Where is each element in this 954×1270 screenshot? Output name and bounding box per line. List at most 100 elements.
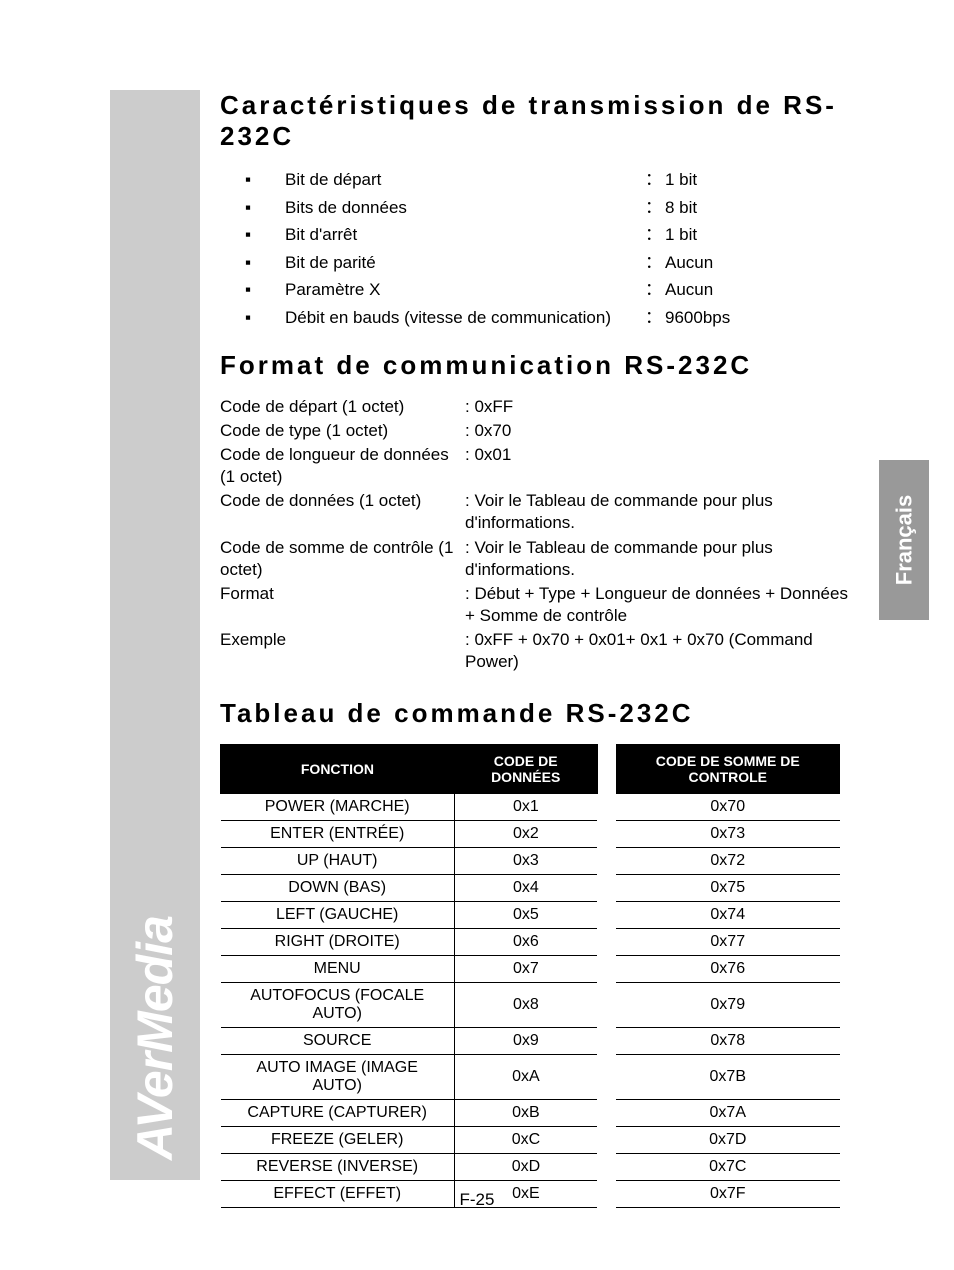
spec-value: Aucun	[665, 250, 860, 276]
format-value: : Voir le Tableau de commande pour plus …	[465, 537, 860, 581]
cell-checksum: 0x70	[616, 794, 840, 821]
table-header-function: FONCTION	[221, 745, 455, 794]
spec-sep: ：	[645, 305, 665, 331]
spec-label: Bits de données	[285, 195, 645, 221]
table-row: CAPTURE (CAPTURER)0xB0x7A	[221, 1100, 840, 1127]
spec-row: ▪Débit en bauds (vitesse de communicatio…	[220, 305, 860, 331]
cell-function: AUTOFOCUS (FOCALE AUTO)	[221, 983, 455, 1028]
cell-checksum: 0x76	[616, 956, 840, 983]
cell-checksum: 0x79	[616, 983, 840, 1028]
cell-checksum: 0x7B	[616, 1055, 840, 1100]
cell-datacode: 0xB	[454, 1100, 597, 1127]
cell-datacode: 0xC	[454, 1127, 597, 1154]
spec-row: ▪Bit de parité：Aucun	[220, 250, 860, 276]
spec-value: 8 bit	[665, 195, 860, 221]
table-row: DOWN (BAS)0x4 0x75	[221, 875, 840, 902]
format-value: : Début + Type + Longueur de données + D…	[465, 583, 860, 627]
section3-title: Tableau de commande RS-232C	[220, 698, 860, 729]
cell-checksum: 0x72	[616, 848, 840, 875]
format-row: Code de longueur de données (1 octet): 0…	[220, 444, 860, 488]
command-table: FONCTION CODE DE DONNÉES CODE DE SOMME D…	[220, 744, 840, 1208]
spec-sep: ：	[645, 167, 665, 193]
cell-gap	[597, 848, 616, 875]
cell-datacode: 0xD	[454, 1154, 597, 1181]
cell-datacode: 0x3	[454, 848, 597, 875]
cell-function: RIGHT (DROITE)	[221, 929, 455, 956]
spec-sep: ：	[645, 195, 665, 221]
format-label: Code de données (1 octet)	[220, 490, 465, 534]
cell-datacode: 0x4	[454, 875, 597, 902]
language-tab-label: Français	[891, 495, 917, 586]
table-row: SOURCE0x9 0x78	[221, 1028, 840, 1055]
spec-row: ▪Bit d'arrêt：1 bit	[220, 222, 860, 248]
cell-checksum: 0x75	[616, 875, 840, 902]
format-value: : Voir le Tableau de commande pour plus …	[465, 490, 860, 534]
format-value: : 0xFF	[465, 396, 860, 418]
language-tab: Français	[879, 460, 929, 620]
cell-gap	[597, 1028, 616, 1055]
table-row: UP (HAUT)0x3 0x72	[221, 848, 840, 875]
cell-gap	[597, 794, 616, 821]
spec-label: Débit en bauds (vitesse de communication…	[285, 305, 645, 331]
cell-checksum: 0x74	[616, 902, 840, 929]
page-number: F-25	[0, 1190, 954, 1210]
bullet-icon: ▪	[220, 305, 285, 331]
bullet-icon: ▪	[220, 250, 285, 276]
cell-function: FREEZE (GELER)	[221, 1127, 455, 1154]
format-row: Code de type (1 octet): 0x70	[220, 420, 860, 442]
cell-gap	[597, 902, 616, 929]
spec-value: Aucun	[665, 277, 860, 303]
spec-label: Bit d'arrêt	[285, 222, 645, 248]
cell-gap	[597, 1055, 616, 1100]
cell-datacode: 0x5	[454, 902, 597, 929]
format-value: : 0x01	[465, 444, 860, 488]
table-row: REVERSE (INVERSE)0xD 0x7C	[221, 1154, 840, 1181]
cell-function: LEFT (GAUCHE)	[221, 902, 455, 929]
table-header-gap	[597, 745, 616, 794]
cell-function: ENTER (ENTRÉE)	[221, 821, 455, 848]
cell-function: REVERSE (INVERSE)	[221, 1154, 455, 1181]
bullet-icon: ▪	[220, 167, 285, 193]
cell-function: SOURCE	[221, 1028, 455, 1055]
cell-datacode: 0xA	[454, 1055, 597, 1100]
cell-checksum: 0x78	[616, 1028, 840, 1055]
table-row: RIGHT (DROITE)0x6 0x77	[221, 929, 840, 956]
spec-sep: ：	[645, 250, 665, 276]
cell-checksum: 0x7D	[616, 1127, 840, 1154]
format-label: Format	[220, 583, 465, 627]
cell-gap	[597, 821, 616, 848]
table-row: AUTO IMAGE (IMAGE AUTO)0xA 0x7B	[221, 1055, 840, 1100]
cell-datacode: 0x6	[454, 929, 597, 956]
brand-sidebar: AVerMedia	[110, 90, 200, 1180]
cell-gap	[597, 1127, 616, 1154]
spec-label: Bit de parité	[285, 250, 645, 276]
cell-gap	[597, 875, 616, 902]
cell-checksum: 0x7C	[616, 1154, 840, 1181]
cell-checksum: 0x73	[616, 821, 840, 848]
bullet-icon: ▪	[220, 277, 285, 303]
bullet-icon: ▪	[220, 222, 285, 248]
cell-gap	[597, 1100, 616, 1127]
cell-gap	[597, 983, 616, 1028]
spec-value: 1 bit	[665, 167, 860, 193]
cell-function: AUTO IMAGE (IMAGE AUTO)	[221, 1055, 455, 1100]
cell-datacode: 0x7	[454, 956, 597, 983]
spec-label: Paramètre X	[285, 277, 645, 303]
format-list: Code de départ (1 octet): 0xFFCode de ty…	[220, 396, 860, 673]
spec-row: ▪Bit de départ：1 bit	[220, 167, 860, 193]
format-row: Format: Début + Type + Longueur de donné…	[220, 583, 860, 627]
table-header-datacode: CODE DE DONNÉES	[454, 745, 597, 794]
cell-function: POWER (MARCHE)	[221, 794, 455, 821]
format-row: Code de données (1 octet): Voir le Table…	[220, 490, 860, 534]
spec-value: 9600bps	[665, 305, 860, 331]
spec-row: ▪Paramètre X：Aucun	[220, 277, 860, 303]
cell-function: DOWN (BAS)	[221, 875, 455, 902]
cell-function: MENU	[221, 956, 455, 983]
table-row: FREEZE (GELER)0xC 0x7D	[221, 1127, 840, 1154]
brand-logo: AVerMedia	[126, 916, 184, 1160]
cell-function: UP (HAUT)	[221, 848, 455, 875]
cell-datacode: 0x9	[454, 1028, 597, 1055]
table-row: POWER (MARCHE)0x10x70	[221, 794, 840, 821]
cell-checksum: 0x77	[616, 929, 840, 956]
spec-label: Bit de départ	[285, 167, 645, 193]
